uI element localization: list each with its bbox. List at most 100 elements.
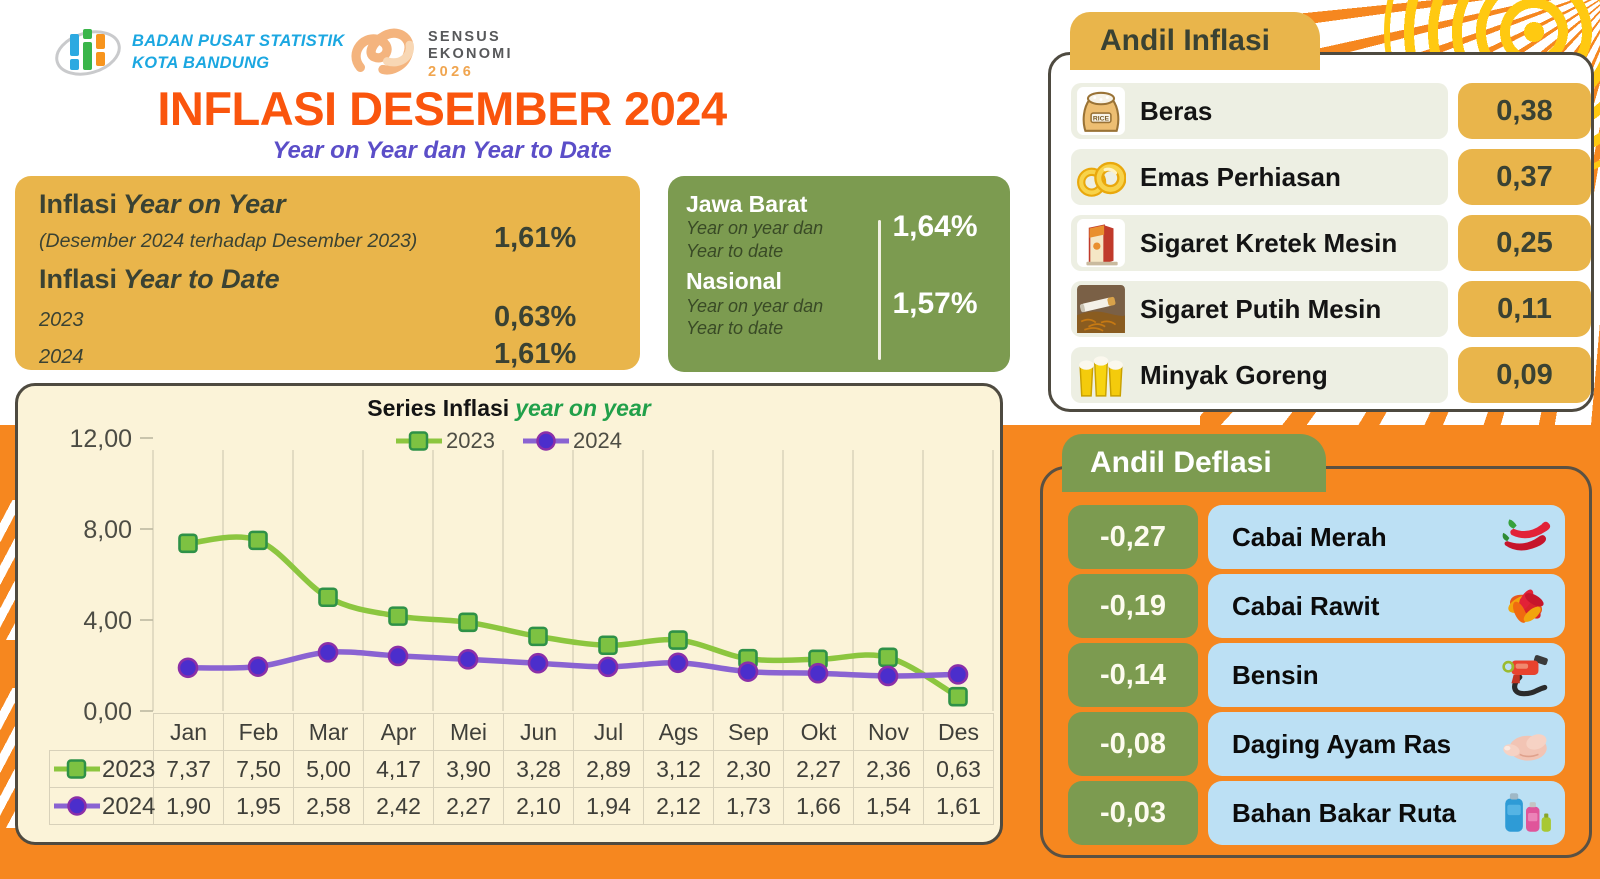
andil-inflasi-value: 0,11 [1458,281,1591,337]
ytd-heading: Inflasi Year to Date [39,264,280,295]
legend-label: 2023 [446,428,495,453]
andil-deflasi-value: -0,14 [1068,643,1198,707]
andil-inflasi-value: 0,38 [1458,83,1591,139]
data-point-2024 [247,656,269,677]
andil-inflasi-value: 0,37 [1458,149,1591,205]
data-point-2023 [178,533,198,554]
item-label: Emas Perhiasan [1140,161,1341,192]
month-header: Jan [153,713,224,751]
month-header: Mei [433,713,504,751]
data-point-2024 [667,652,689,674]
data-point-2024 [457,649,479,670]
value-cell: 0,63 [923,750,994,788]
value-cell: 2,10 [503,787,574,825]
value-cell: 2,58 [293,787,364,825]
legend-item-2023: 2023 [396,428,495,454]
table-header-row: Jan Feb Mar Apr Mei Jun Jul Ags Sep Okt Nov Des [49,713,994,751]
data-point-2024 [947,664,969,685]
item-label: Beras [1140,95,1213,126]
ytd-year: 2023 [39,308,84,331]
value-cell: 5,00 [293,750,364,788]
month-header: Sep [713,713,784,751]
region-row: Jawa Barat Year on year dan Year to date… [686,191,992,262]
region-note: Year on year dan Year to date [686,295,824,339]
chicken-icon [1499,717,1553,771]
yoy-note: (Desember 2024 terhadap Desember 2023) [39,230,418,253]
value-cell: 2,27 [783,750,854,788]
inflation-summary-box: Inflasi Year on Year (Desember 2024 terha… [15,176,640,370]
value-cell: 2,89 [573,750,644,788]
red-chili-icon [1499,510,1553,564]
2024-series-marker [54,796,100,817]
data-point-2024 [387,645,409,667]
andil-deflasi-value: -0,27 [1068,505,1198,569]
andil-deflasi-item: Cabai Rawit [1208,574,1565,638]
value-cell: 2,30 [713,750,784,788]
region-row: Nasional Year on year dan Year to date 1… [686,268,992,339]
value-cell: 7,50 [223,750,294,788]
value-cell: 1,94 [573,787,644,825]
andil-deflasi-item: Daging Ayam Ras [1208,712,1565,776]
page-subtitle: Year on Year dan Year to Date [272,137,612,165]
cigarette-pack-icon [1076,218,1126,268]
rice-sack-icon: RICE [1076,86,1126,136]
data-point-2024 [597,656,619,678]
2023-series-marker [396,431,443,451]
month-header: Jul [573,713,644,751]
data-point-2023 [388,606,408,626]
region-value: 1,64% [892,209,978,243]
bps-logo [55,29,121,76]
cigarette-icon [1076,284,1126,334]
chart-legend: 2023 2024 [18,428,1000,454]
month-header: Des [923,713,994,751]
legend-label: 2024 [573,428,622,453]
item-label: Daging Ayam Ras [1232,728,1452,759]
item-label: Bensin [1232,659,1319,690]
region-name: Jawa Barat [686,191,808,217]
andil-deflasi-item: Cabai Merah [1208,505,1565,569]
value-cell: 2,12 [643,787,714,825]
value-cell: 1,90 [153,787,224,825]
data-point-2024 [807,662,829,684]
data-point-2023 [458,612,478,633]
table-row-2023: 2023 7,37 7,50 5,00 4,17 3,90 3,28 2,89 3,12 2,30… [49,750,994,788]
chart-title: Series Inflasi year on year [367,395,651,421]
data-point-2024 [317,642,339,663]
month-header: Nov [853,713,924,751]
divider [878,220,881,360]
andil-inflasi-item: Sigaret Putih Mesin [1071,281,1448,337]
item-label: Cabai Merah [1232,521,1387,552]
chart-data-table: Jan Feb Mar Apr Mei Jun Jul Ags Sep Okt Nov Des 2023… [49,713,994,825]
value-cell: 7,37 [153,750,224,788]
gas-cylinder-icon [1499,786,1553,840]
value-cell: 1,73 [713,787,784,825]
data-point-2024 [177,657,199,679]
andil-inflasi-item: Emas Perhiasan [1071,149,1448,205]
month-header: Ags [643,713,714,751]
month-header: Okt [783,713,854,751]
item-label: Minyak Goreng [1140,359,1328,390]
yoy-heading: Inflasi Year on Year [39,189,286,219]
andil-deflasi-value: -0,08 [1068,712,1198,776]
region-note: Year on year dan Year to date [686,218,824,261]
ytd-year: 2024 [39,346,84,369]
series-label: 2024 [102,792,156,820]
ytd-value: 0,63% [494,300,577,333]
andil-inflasi-panel: RICE Beras 0,38 Emas Perhiasan 0,37 Sigaret K… [1048,52,1594,412]
data-point-2023 [598,635,618,656]
andil-inflasi-item: Sigaret Kretek Mesin [1071,215,1448,271]
month-header: Mar [293,713,364,751]
fuel-pump-icon [1499,648,1553,702]
data-point-2023 [528,626,548,647]
data-point-2024 [877,665,899,687]
sensus-ekonomi-label: SENSUS EKONOMI 2026 [428,29,513,80]
2023-series-marker [54,759,100,780]
andil-inflasi-item: Minyak Goreng [1071,347,1448,403]
andil-inflasi-header: Andil Inflasi [1070,12,1320,70]
value-cell: 3,12 [643,750,714,788]
andil-deflasi-value: -0,03 [1068,781,1198,845]
series-label: 2023 [102,755,156,783]
regional-comparison-box: Jawa Barat Year on year dan Year to date… [668,176,1010,372]
value-cell: 3,28 [503,750,574,788]
